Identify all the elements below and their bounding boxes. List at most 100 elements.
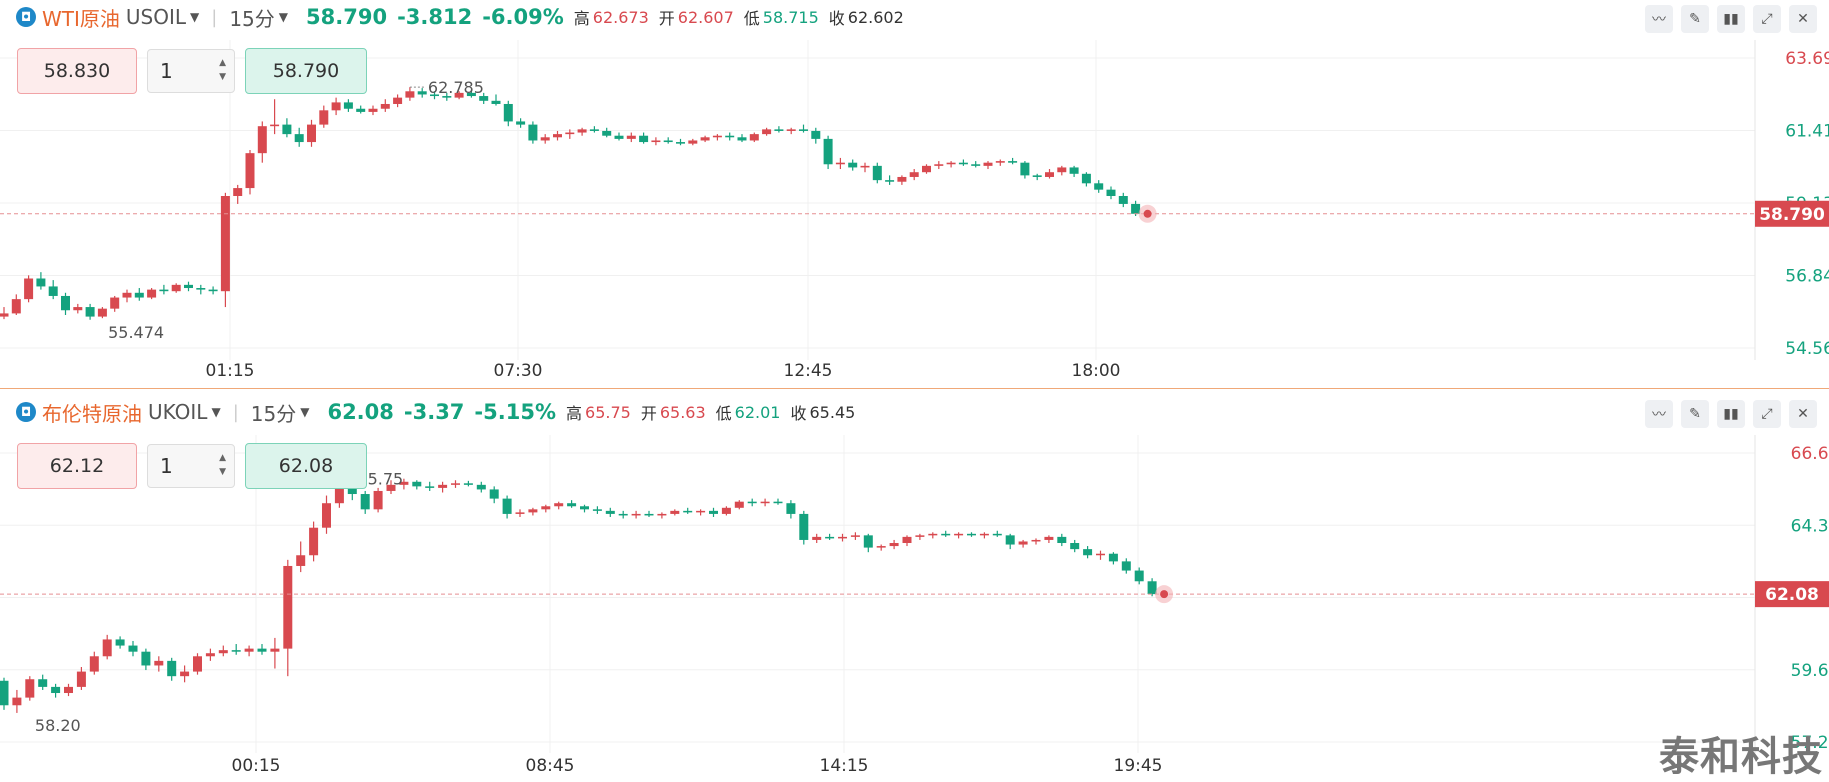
candle-body (812, 536, 822, 540)
candle-body (540, 137, 550, 141)
candle-body (577, 129, 587, 133)
period-selector[interactable]: 15分 (229, 6, 275, 31)
candle-body (38, 679, 48, 687)
symbol-dropdown-icon[interactable]: ▼ (190, 10, 200, 24)
expand-icon[interactable]: ⤢ (1753, 400, 1781, 428)
candle-body (399, 481, 409, 485)
x-tick-label: 07:30 (494, 361, 543, 381)
candle-body (773, 501, 783, 504)
candle-body (1031, 539, 1041, 542)
candle-body (995, 161, 1005, 163)
candle-body (373, 490, 383, 510)
candle-body (417, 91, 427, 95)
stepper-arrows-icon[interactable]: ▲ ▼ (219, 453, 226, 477)
candle-body (24, 278, 34, 300)
candle-body (454, 92, 464, 98)
candle-body (270, 648, 280, 652)
candle-body (553, 134, 562, 138)
buy-button[interactable]: 58.790 (245, 48, 367, 94)
candle-body (334, 487, 344, 504)
candle-body (48, 286, 58, 296)
candlestick-chart[interactable]: 63.69961.41459.13056.84554.56001:1507:30… (0, 0, 1829, 388)
candle-body (244, 648, 254, 652)
candle-body (159, 289, 169, 292)
candle-body (1057, 167, 1067, 173)
y-tick-label: 54.560 (1785, 339, 1829, 359)
sell-button[interactable]: 58.830 (17, 48, 137, 94)
candle-body (760, 501, 770, 504)
candle-body (430, 94, 439, 97)
indicator-icon[interactable]: 〰 (1645, 5, 1673, 33)
candle-body (1094, 183, 1104, 190)
quantity-value[interactable]: 1 (160, 59, 173, 83)
indicator-icon[interactable]: 〰 (1645, 400, 1673, 428)
quantity-stepper[interactable]: 1 ▲ ▼ (147, 444, 235, 488)
candle-body (245, 153, 255, 189)
candle-body (97, 308, 107, 317)
candle-body (589, 129, 599, 131)
quantity-value[interactable]: 1 (160, 454, 173, 478)
quantity-stepper[interactable]: 1 ▲ ▼ (147, 49, 235, 93)
candle-body (670, 510, 680, 514)
draw-pen-icon[interactable]: ✎ (1681, 400, 1709, 428)
candle-body (676, 142, 685, 144)
low-value: 62.01 (734, 402, 781, 422)
sell-button[interactable]: 62.12 (17, 443, 137, 489)
candle-body (1069, 167, 1079, 174)
close-icon[interactable]: ✕ (1789, 400, 1817, 428)
candle-body (1081, 173, 1091, 184)
y-tick-label: 61.414 (1785, 122, 1829, 142)
candle-type-icon[interactable]: ▮▮ (1717, 5, 1745, 33)
candle-body (257, 648, 267, 652)
candle-body (1018, 541, 1028, 545)
symbol-dropdown-icon[interactable]: ▼ (211, 405, 221, 419)
candle-body (307, 124, 316, 143)
candle-body (36, 278, 46, 287)
period-dropdown-icon[interactable]: ▼ (300, 405, 310, 419)
y-tick-label: 56.845 (1785, 267, 1829, 287)
candle-body (605, 510, 615, 514)
candle-body (196, 288, 206, 290)
close-label: 收 (790, 404, 807, 423)
candle-body (897, 176, 907, 182)
candle-body (73, 307, 83, 311)
candle-body (1057, 536, 1067, 544)
candle-body (356, 108, 366, 112)
symbol-name[interactable]: 布伦特原油 (42, 401, 142, 426)
candle-body (528, 509, 538, 513)
current-price-tag-bg (1755, 581, 1829, 608)
y-tick-label: 66.69 (1791, 444, 1829, 464)
chart-header: ◘ 布伦特原油 UKOIL ▼ | 15分 ▼ 62.08 -3.37 -5.1… (0, 395, 1829, 429)
candle-body (309, 527, 319, 556)
current-price-tag: 62.08 (1765, 585, 1819, 605)
candle-body (184, 284, 193, 289)
expand-icon[interactable]: ⤢ (1753, 5, 1781, 33)
candle-body (983, 162, 993, 166)
candle-body (872, 165, 882, 181)
watermark-logo: 泰和科技 (1659, 734, 1823, 780)
candle-body (270, 124, 280, 127)
candle-type-icon[interactable]: ▮▮ (1717, 400, 1745, 428)
symbol-code[interactable]: USOIL (125, 5, 187, 29)
period-dropdown-icon[interactable]: ▼ (278, 10, 289, 24)
open-label: 开 (658, 9, 675, 28)
symbol-name[interactable]: WTI原油 (42, 6, 120, 31)
buy-button[interactable]: 62.08 (245, 443, 367, 489)
stepper-arrows-icon[interactable]: ▲ ▼ (219, 58, 226, 82)
close-icon[interactable]: ✕ (1789, 5, 1817, 33)
candle-body (700, 137, 710, 141)
symbol-code[interactable]: UKOIL (148, 400, 208, 424)
candle-body (835, 162, 845, 165)
candle-body (541, 506, 551, 510)
candle-body (774, 129, 784, 131)
open-value: 65.63 (659, 402, 706, 422)
candle-body (503, 103, 513, 122)
candle-body (220, 196, 230, 292)
candle-body (489, 489, 499, 499)
candle-body (380, 103, 390, 109)
draw-pen-icon[interactable]: ✎ (1681, 5, 1709, 33)
candle-body (360, 494, 370, 510)
candle-body (347, 487, 357, 495)
period-selector[interactable]: 15分 (250, 401, 297, 426)
candle-body (167, 660, 177, 677)
